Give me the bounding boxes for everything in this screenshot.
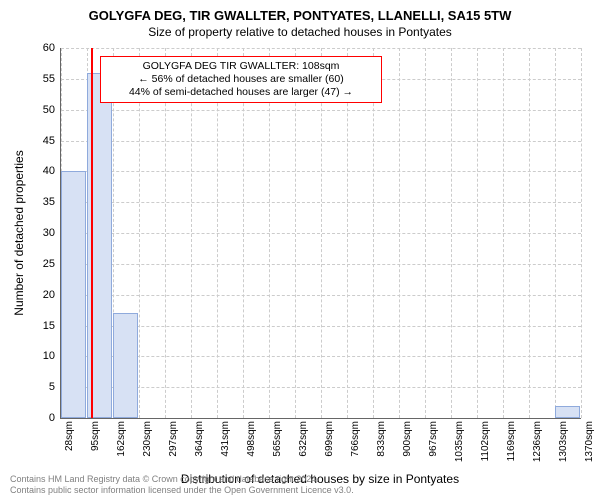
- xtick-label: 1236sqm: [532, 421, 543, 462]
- ytick-label: 30: [27, 227, 55, 239]
- xtick-label: 833sqm: [376, 421, 387, 457]
- xtick-label: 766sqm: [350, 421, 361, 457]
- xtick-label: 28sqm: [64, 421, 75, 451]
- gridline-v: [321, 48, 322, 418]
- ytick-label: 60: [27, 42, 55, 54]
- ytick-label: 25: [27, 258, 55, 270]
- gridline-v: [555, 48, 556, 418]
- xtick-label: 1102sqm: [480, 421, 491, 461]
- chart-title-sub: Size of property relative to detached ho…: [0, 23, 600, 39]
- xtick-label: 95sqm: [90, 421, 101, 451]
- chart-area: Number of detached properties Distributi…: [60, 48, 580, 418]
- annot-line1: GOLYGFA DEG TIR GWALLTER: 108sqm: [107, 60, 375, 73]
- copyright-line2: Contains public sector information licen…: [10, 485, 354, 496]
- histogram-bar: [113, 313, 138, 418]
- gridline-v: [243, 48, 244, 418]
- copyright-line1: Contains HM Land Registry data © Crown c…: [10, 474, 354, 485]
- xtick-label: 364sqm: [194, 421, 205, 457]
- xtick-label: 1035sqm: [454, 421, 465, 462]
- annot-line2: ← 56% of detached houses are smaller (60…: [107, 73, 375, 86]
- xtick-label: 900sqm: [402, 421, 413, 457]
- xtick-label: 1370sqm: [584, 421, 595, 462]
- gridline-v: [165, 48, 166, 418]
- xtick-label: 431sqm: [220, 421, 231, 457]
- xtick-label: 632sqm: [298, 421, 309, 457]
- ytick-label: 0: [27, 412, 55, 424]
- property-marker-line: [91, 48, 93, 418]
- gridline-v: [503, 48, 504, 418]
- annot-line3: 44% of semi-detached houses are larger (…: [107, 86, 375, 99]
- ytick-label: 45: [27, 135, 55, 147]
- gridline-v: [477, 48, 478, 418]
- gridline-v: [425, 48, 426, 418]
- ytick-label: 35: [27, 196, 55, 208]
- gridline-v: [217, 48, 218, 418]
- histogram-bar: [61, 171, 86, 418]
- xtick-label: 1303sqm: [558, 421, 569, 462]
- ytick-label: 15: [27, 320, 55, 332]
- ytick-label: 40: [27, 165, 55, 177]
- ytick-label: 5: [27, 381, 55, 393]
- xtick-label: 1169sqm: [506, 421, 517, 461]
- plot-region: [60, 48, 581, 419]
- copyright-notice: Contains HM Land Registry data © Crown c…: [10, 474, 354, 496]
- ytick-label: 10: [27, 350, 55, 362]
- ytick-label: 50: [27, 104, 55, 116]
- xtick-label: 297sqm: [168, 421, 179, 457]
- xtick-label: 230sqm: [142, 421, 153, 457]
- gridline-v: [269, 48, 270, 418]
- gridline-v: [529, 48, 530, 418]
- gridline-v: [451, 48, 452, 418]
- gridline-v: [373, 48, 374, 418]
- gridline-v: [347, 48, 348, 418]
- xtick-label: 967sqm: [428, 421, 439, 457]
- gridline-v: [399, 48, 400, 418]
- chart-title-main: GOLYGFA DEG, TIR GWALLTER, PONTYATES, LL…: [0, 0, 600, 23]
- gridline-v: [139, 48, 140, 418]
- ytick-label: 55: [27, 73, 55, 85]
- histogram-bar: [555, 406, 580, 418]
- ytick-label: 20: [27, 289, 55, 301]
- xtick-label: 699sqm: [324, 421, 335, 457]
- annotation-box: GOLYGFA DEG TIR GWALLTER: 108sqm ← 56% o…: [100, 56, 382, 103]
- xtick-label: 565sqm: [272, 421, 283, 457]
- xtick-label: 498sqm: [246, 421, 257, 457]
- xtick-label: 162sqm: [116, 421, 127, 457]
- gridline-v: [191, 48, 192, 418]
- gridline-v: [295, 48, 296, 418]
- gridline-v: [581, 48, 582, 418]
